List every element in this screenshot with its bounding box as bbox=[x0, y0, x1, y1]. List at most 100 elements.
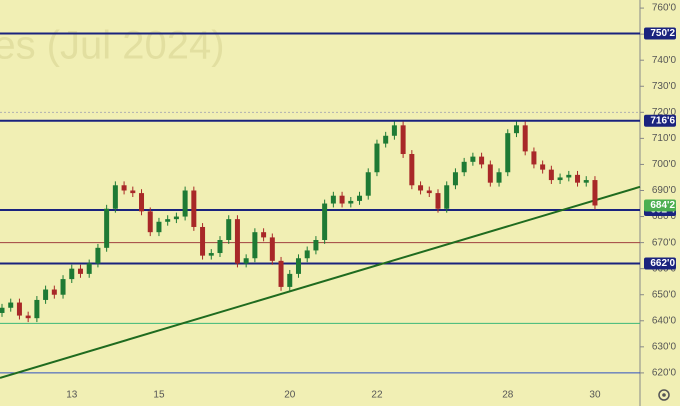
candle-body bbox=[234, 219, 240, 264]
candle-body bbox=[304, 250, 310, 259]
candle-body bbox=[374, 143, 380, 173]
y-tick-label: 680'0 bbox=[652, 211, 677, 222]
price-tag-label: 662'0 bbox=[650, 258, 675, 269]
y-tick-label: 710'0 bbox=[652, 133, 677, 144]
y-tick-label: 640'0 bbox=[652, 315, 677, 326]
candle-body bbox=[540, 164, 546, 170]
price-tag bbox=[644, 114, 676, 127]
x-tick-label: 15 bbox=[153, 390, 165, 401]
candle-body bbox=[444, 185, 450, 209]
candle-body bbox=[43, 289, 49, 300]
trendline bbox=[0, 185, 641, 379]
candle-body bbox=[0, 307, 5, 313]
y-tick-label: 760'0 bbox=[652, 3, 677, 14]
candle-body bbox=[426, 190, 432, 194]
y-tick-label: 720'0 bbox=[652, 107, 677, 118]
candle-body bbox=[69, 268, 75, 280]
candle-body bbox=[182, 190, 188, 217]
candle-body bbox=[409, 154, 415, 186]
x-tick-label: 20 bbox=[284, 390, 296, 401]
candle-body bbox=[60, 279, 66, 295]
candle-body bbox=[592, 180, 598, 206]
candle-body bbox=[435, 193, 441, 209]
candle-body bbox=[452, 172, 458, 186]
candle-body bbox=[470, 156, 476, 162]
y-tick-label: 630'0 bbox=[652, 341, 677, 352]
settings-button[interactable] bbox=[658, 389, 670, 401]
price-tag bbox=[644, 199, 676, 212]
y-tick-label: 700'0 bbox=[652, 159, 677, 170]
gear-center[interactable] bbox=[662, 393, 666, 397]
candle-body bbox=[95, 247, 101, 264]
candle-body bbox=[243, 258, 249, 264]
candle-body bbox=[479, 156, 485, 165]
candle-body bbox=[487, 164, 493, 183]
candle-body bbox=[191, 190, 197, 227]
price-tag-label: 684'2 bbox=[650, 200, 675, 211]
candle-body bbox=[261, 232, 267, 238]
candle-body bbox=[330, 195, 336, 204]
price-tag bbox=[644, 257, 676, 270]
candle-body bbox=[566, 174, 572, 178]
x-tick-label: 30 bbox=[589, 390, 601, 401]
candle-body bbox=[8, 302, 14, 308]
candle-body bbox=[513, 125, 519, 134]
candle-body bbox=[112, 185, 118, 209]
candle-body bbox=[51, 289, 57, 295]
candle-body bbox=[16, 302, 22, 316]
y-tick-label: 620'0 bbox=[652, 368, 677, 379]
candle-body bbox=[200, 226, 206, 256]
price-tag bbox=[644, 27, 676, 40]
price-tag-label: 716'6 bbox=[650, 115, 675, 126]
candle-body bbox=[496, 172, 502, 183]
price-tag-label: 750'2 bbox=[650, 28, 675, 39]
candle-body bbox=[77, 268, 83, 274]
y-tick-label: 740'0 bbox=[652, 55, 677, 66]
candle-body bbox=[383, 135, 389, 144]
x-tick-label: 22 bbox=[371, 390, 383, 401]
candle-body bbox=[252, 232, 258, 259]
candle-body bbox=[505, 133, 511, 173]
candle-body bbox=[557, 177, 563, 181]
candle-body bbox=[147, 211, 153, 233]
watermark: res (Jul 2024) bbox=[0, 24, 225, 68]
candle-body bbox=[165, 219, 171, 222]
candle-body bbox=[322, 203, 328, 241]
x-tick-label: 28 bbox=[502, 390, 514, 401]
candle-body bbox=[365, 172, 371, 196]
candle-body bbox=[418, 185, 424, 191]
candle-body bbox=[173, 216, 179, 220]
candle-body bbox=[226, 219, 232, 241]
gear[interactable] bbox=[658, 389, 670, 401]
candle-body bbox=[522, 125, 528, 152]
candle-body bbox=[295, 258, 301, 274]
candle-body bbox=[287, 273, 293, 287]
x-tick-label: 13 bbox=[66, 390, 78, 401]
y-tick-label: 650'0 bbox=[652, 289, 677, 300]
candle-body bbox=[86, 263, 92, 274]
candle-body bbox=[208, 253, 214, 256]
candle-body bbox=[339, 195, 345, 204]
candle-body bbox=[575, 174, 581, 183]
candle-body bbox=[139, 193, 145, 212]
y-tick-label: 730'0 bbox=[652, 81, 677, 92]
candle-body bbox=[121, 185, 127, 191]
candle-body bbox=[583, 180, 589, 183]
candle-body bbox=[278, 260, 284, 287]
candle-body bbox=[156, 221, 162, 233]
candle-body bbox=[400, 125, 406, 155]
candle-body bbox=[130, 190, 136, 194]
y-tick-label: 670'0 bbox=[652, 237, 677, 248]
candle-body bbox=[531, 151, 537, 165]
candle-body bbox=[357, 195, 363, 201]
candle-body bbox=[25, 315, 31, 319]
candle-body bbox=[391, 125, 397, 136]
candle-body bbox=[313, 240, 319, 251]
candle-body bbox=[269, 237, 275, 261]
candle-body bbox=[348, 200, 354, 204]
y-tick-label: 690'0 bbox=[652, 185, 677, 196]
candle-body bbox=[217, 240, 223, 254]
candle-body bbox=[548, 169, 554, 181]
